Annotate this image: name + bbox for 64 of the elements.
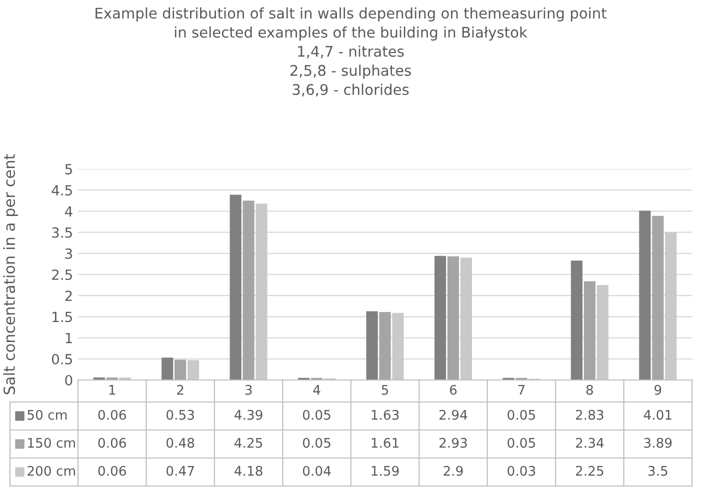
y-tick-label: 2 (65, 290, 72, 301)
chart-title: Example distribution of salt in walls depending on themeasuring point in selected examples of the building in Białystok 1,4,7 - nitrates 2,5,8 - sulphates 3,6,9 - chlorides (96, 7, 606, 97)
data-label: 2.94 (440, 410, 468, 420)
data-label: 2.9 (444, 466, 463, 476)
bar (230, 194, 242, 380)
y-tick-label: 0.5 (52, 354, 72, 364)
y-tick-label: 3.5 (52, 227, 72, 238)
x-tick-label: 6 (450, 384, 457, 395)
x-tick-label: 4 (313, 385, 320, 395)
y-tick-label: 1 (66, 332, 72, 344)
x-tick-label: 2 (177, 384, 184, 395)
bar (652, 216, 664, 380)
data-label: 0.05 (508, 410, 535, 420)
y-tick-label: 4.5 (52, 185, 72, 196)
data-label: 2.34 (576, 438, 604, 448)
data-label: 4.39 (234, 410, 262, 420)
data-label: 0.06 (98, 410, 126, 420)
bar (584, 281, 596, 380)
bar (570, 260, 583, 380)
data-label: 2.93 (440, 438, 467, 448)
bar (242, 200, 254, 380)
data-label: 0.53 (166, 410, 194, 420)
y-axis-title: Salt concentration in a per cent (3, 154, 18, 394)
data-label: 1.61 (372, 438, 398, 448)
bar (447, 256, 460, 380)
x-tick-label: 7 (518, 385, 525, 395)
data-label: 0.06 (98, 438, 126, 448)
data-label: 1.59 (372, 466, 399, 476)
data-label: 2.83 (576, 410, 604, 420)
data-label: 0.05 (508, 438, 535, 448)
bar (174, 360, 186, 380)
bar (366, 311, 378, 380)
legend-label: 50 cm (28, 410, 67, 420)
bar (434, 256, 446, 380)
data-label: 4.18 (234, 466, 262, 476)
y-tick-label: 3 (65, 248, 72, 259)
data-label: 2.25 (576, 466, 604, 476)
y-tick-label: 2.5 (52, 269, 72, 280)
data-label: 0.06 (98, 466, 126, 476)
y-tick-label: 0 (65, 374, 72, 386)
data-label: 0.05 (302, 438, 330, 448)
data-label: 0.03 (508, 466, 536, 476)
x-tick-label: 8 (586, 384, 593, 395)
legend-label: 150 cm (28, 438, 75, 448)
data-label: 3.89 (644, 438, 672, 448)
legend-label: 200 cm (28, 466, 75, 476)
x-tick-label: 1 (109, 385, 116, 395)
y-tick-label: 5 (65, 164, 72, 174)
x-tick-label: 9 (654, 384, 662, 395)
data-label: 0.05 (302, 410, 330, 420)
bar (162, 358, 174, 380)
y-tick-label: 4 (64, 206, 72, 216)
x-tick-label: 3 (245, 384, 252, 395)
bar (639, 210, 651, 380)
data-label: 1.63 (372, 410, 399, 420)
data-label: 0.47 (166, 466, 194, 476)
data-label: 0.04 (302, 466, 331, 476)
data-label: 0.48 (166, 438, 194, 448)
x-tick-label: 5 (382, 385, 388, 395)
data-label: 3.5 (648, 466, 668, 476)
data-label: 4.25 (234, 438, 262, 448)
y-tick-label: 1.5 (52, 312, 72, 322)
data-label: 4.01 (644, 410, 672, 420)
bar (379, 312, 391, 380)
